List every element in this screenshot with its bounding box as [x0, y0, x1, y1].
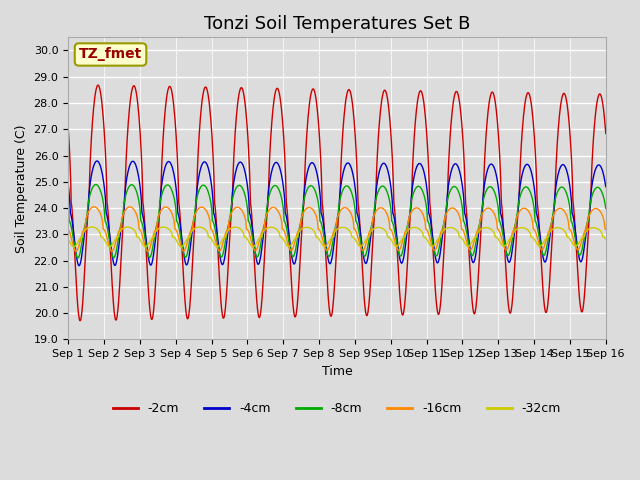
- -16cm: [244, 229, 252, 235]
- -32cm: [421, 235, 429, 240]
- -2cm: [244, 147, 252, 153]
- -4cm: [421, 173, 429, 179]
- -4cm: [539, 252, 547, 258]
- -16cm: [539, 247, 547, 252]
- -8cm: [64, 204, 72, 210]
- -4cm: [244, 194, 252, 200]
- -16cm: [172, 227, 179, 232]
- -32cm: [88, 224, 95, 230]
- Y-axis label: Soil Temperature (C): Soil Temperature (C): [15, 124, 28, 252]
- -8cm: [492, 191, 499, 197]
- -2cm: [602, 131, 609, 136]
- -4cm: [492, 168, 499, 174]
- -16cm: [421, 218, 429, 224]
- -4cm: [184, 257, 192, 263]
- -2cm: [492, 98, 499, 104]
- -8cm: [421, 196, 429, 202]
- -2cm: [421, 109, 429, 115]
- -2cm: [184, 314, 192, 320]
- Legend: -2cm, -4cm, -8cm, -16cm, -32cm: -2cm, -4cm, -8cm, -16cm, -32cm: [108, 397, 566, 420]
- Line: -16cm: -16cm: [68, 207, 605, 252]
- -2cm: [76, 318, 84, 324]
- -4cm: [602, 184, 609, 190]
- -4cm: [172, 180, 179, 186]
- Line: -8cm: -8cm: [68, 184, 605, 258]
- -8cm: [92, 181, 100, 187]
- -32cm: [172, 236, 179, 241]
- -4cm: [64, 181, 72, 187]
- -2cm: [94, 82, 102, 88]
- X-axis label: Time: Time: [321, 365, 353, 378]
- -2cm: [64, 125, 72, 131]
- -16cm: [72, 249, 80, 254]
- -32cm: [492, 234, 499, 240]
- -2cm: [539, 282, 547, 288]
- -32cm: [70, 244, 77, 250]
- -8cm: [172, 202, 179, 208]
- Line: -4cm: -4cm: [68, 161, 605, 266]
- Title: Tonzi Soil Temperatures Set B: Tonzi Soil Temperatures Set B: [204, 15, 470, 33]
- -32cm: [64, 236, 72, 242]
- -16cm: [64, 227, 72, 232]
- -32cm: [602, 236, 609, 242]
- Text: TZ_fmet: TZ_fmet: [79, 48, 142, 61]
- -32cm: [184, 235, 192, 240]
- -32cm: [539, 241, 547, 247]
- -8cm: [184, 245, 192, 251]
- -16cm: [602, 227, 609, 232]
- -8cm: [74, 255, 82, 261]
- -16cm: [184, 235, 192, 240]
- -16cm: [492, 213, 499, 219]
- Line: -32cm: -32cm: [68, 227, 605, 247]
- Line: -2cm: -2cm: [68, 85, 605, 321]
- -8cm: [539, 251, 547, 257]
- -2cm: [172, 121, 179, 127]
- -32cm: [244, 239, 252, 244]
- -8cm: [602, 205, 609, 211]
- -16cm: [90, 204, 98, 210]
- -4cm: [75, 263, 83, 269]
- -4cm: [93, 158, 100, 164]
- -8cm: [244, 218, 252, 224]
